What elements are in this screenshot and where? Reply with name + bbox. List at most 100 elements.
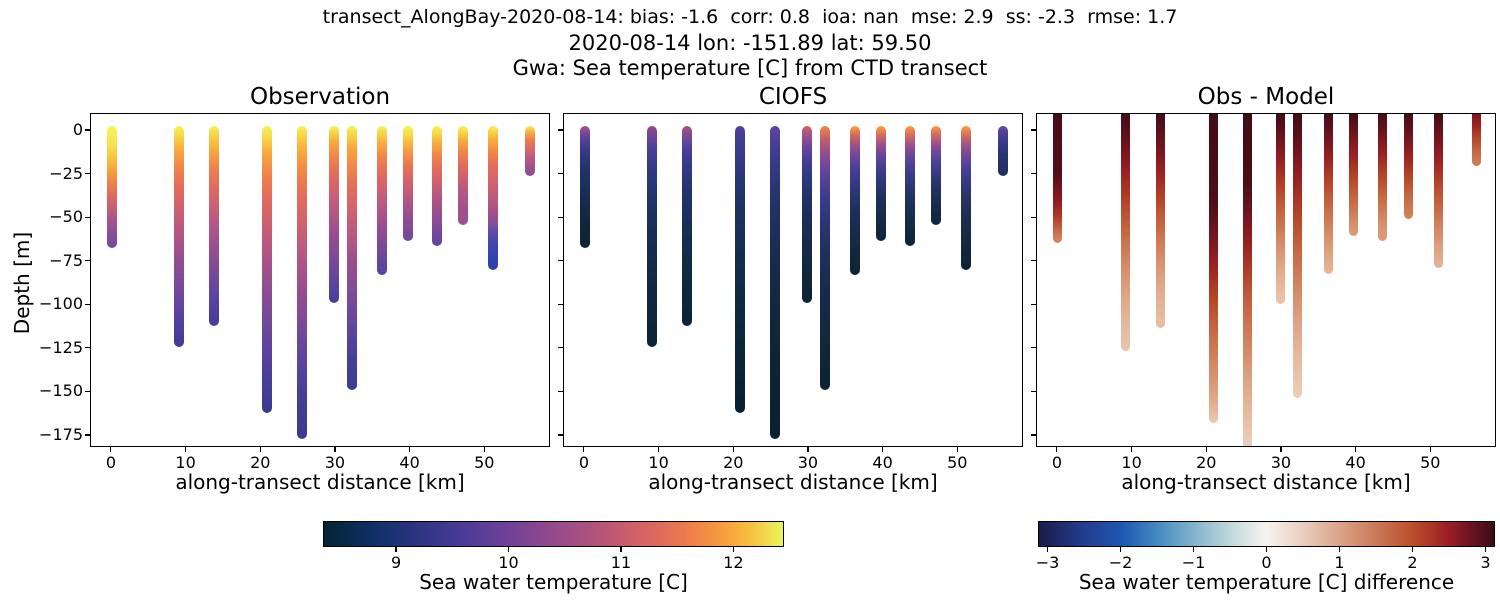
x-tick-ciofs (956, 447, 958, 452)
x-tick-label-ciofs: 40 (872, 453, 893, 472)
x-tick-label-ciofs: 20 (723, 453, 744, 472)
profile-bar-obs-47km (457, 125, 468, 225)
profile-bar-diff-9km (1120, 114, 1130, 351)
x-tick-obs-model (1280, 447, 1282, 452)
y-tick-ciofs (558, 303, 563, 305)
y-tick-ciofs (558, 390, 563, 392)
colorbar-tick-label-temperature-difference: −3 (1035, 553, 1060, 572)
profile-bar-obs-20.8km (262, 125, 273, 414)
axes-observation (90, 113, 550, 447)
x-tick-observation (184, 447, 187, 452)
profile-bar-model-36.2km (850, 125, 861, 276)
profile-bar-diff-47km (1404, 114, 1414, 219)
y-tick-ciofs (558, 129, 563, 131)
x-tick-label-ciofs: 10 (648, 453, 669, 472)
colorbar-label-temperature-difference: Sea water temperature [C] difference (1078, 570, 1455, 594)
y-tick-label: −75 (49, 250, 83, 270)
x-tick-label-obs-model: 20 (1196, 453, 1217, 472)
profile-bar-diff-56km (1471, 114, 1481, 166)
profile-bar-obs-51km (487, 125, 498, 271)
colorbar-tick-temperature-difference (1192, 547, 1195, 552)
x-tick-label-observation: 50 (474, 453, 495, 472)
colorbar-tick-temperature-difference (1265, 547, 1268, 552)
x-tick-label-obs-model: 50 (1420, 453, 1441, 472)
x-tick-obs-model (1429, 447, 1431, 452)
profile-bar-diff-43.5km (1378, 114, 1388, 242)
profile-bar-diff-51km (1434, 114, 1444, 268)
profile-bar-diff-25.4km (1243, 114, 1253, 446)
profile-bar-obs-13.7km (209, 125, 220, 326)
profile-bar-obs-29.8km (329, 125, 340, 304)
y-tick-observation (85, 260, 90, 262)
colorbar-tick-label-temperature-difference: −2 (1108, 553, 1133, 572)
colorbar-tick-temperature (732, 547, 734, 552)
x-axis-label-observation: along-transect distance [km] (175, 470, 465, 494)
colorbar-tick-label-temperature-difference: 1 (1334, 553, 1345, 572)
colorbar-tick-label-temperature: 9 (390, 553, 402, 572)
profile-bar-diff-0km (1053, 114, 1063, 244)
profile-bar-model-13.7km (682, 125, 693, 326)
profile-bar-model-56km (998, 125, 1009, 177)
y-tick-ciofs (558, 434, 563, 436)
y-tick-observation (85, 216, 90, 218)
colorbar-tick-temperature (507, 547, 510, 552)
x-tick-observation (334, 447, 336, 452)
x-tick-obs-model (1056, 447, 1058, 452)
profile-bar-model-0km (579, 125, 590, 248)
profile-bar-diff-39.6km (1349, 114, 1359, 236)
colorbar-tick-temperature (620, 547, 622, 552)
colorbar-temperature-difference (1038, 521, 1495, 547)
y-tick-label: −50 (49, 207, 83, 227)
colorbar-tick-label-temperature: 10 (498, 553, 519, 572)
y-tick-ciofs (558, 172, 563, 175)
profile-bar-model-20.8km (735, 125, 746, 414)
y-tick-obs-model (1031, 129, 1036, 131)
profile-bar-model-47km (930, 125, 941, 225)
x-tick-label-obs-model: 10 (1121, 453, 1142, 472)
x-tick-obs-model (1355, 447, 1357, 452)
x-tick-ciofs (657, 447, 660, 452)
colorbar-tick-label-temperature-difference: 0 (1261, 553, 1272, 572)
x-tick-obs-model (1205, 447, 1207, 452)
x-tick-label-observation: 30 (324, 453, 346, 472)
colorbar-tick-temperature-difference (1046, 547, 1049, 552)
profile-bar-model-39.6km (875, 125, 886, 241)
y-tick-label: −25 (49, 163, 83, 183)
profile-bar-obs-32.1km (346, 125, 357, 391)
y-tick-observation (85, 390, 90, 392)
axes-ciofs (563, 113, 1023, 447)
x-tick-ciofs (807, 447, 809, 452)
y-tick-observation (85, 303, 90, 305)
y-tick-observation (85, 172, 90, 175)
profile-bar-diff-36.2km (1323, 114, 1333, 274)
figure-title-variable: Gwa: Sea temperature [C] from CTD transe… (512, 56, 988, 80)
profile-bar-diff-20.8km (1208, 114, 1218, 423)
y-tick-ciofs (558, 216, 563, 218)
x-tick-label-ciofs: 30 (797, 453, 819, 472)
x-tick-ciofs (583, 447, 585, 452)
colorbar-tick-temperature-difference (1411, 547, 1414, 552)
x-tick-label-obs-model: 30 (1270, 453, 1292, 472)
y-tick-observation (85, 434, 90, 436)
x-tick-observation (110, 447, 112, 452)
x-tick-label-obs-model: 0 (1051, 453, 1062, 472)
colorbar-tick-temperature-difference (1119, 547, 1122, 552)
colorbar-tick-temperature-difference (1338, 547, 1341, 552)
colorbar-temperature (323, 521, 784, 547)
axes-obs-model (1036, 113, 1496, 447)
y-tick-obs-model (1031, 216, 1036, 218)
x-tick-observation (409, 447, 411, 452)
x-tick-ciofs (732, 447, 734, 452)
profile-bar-model-43.5km (904, 125, 915, 246)
x-axis-label-obs-model: along-transect distance [km] (1121, 470, 1411, 494)
colorbar-tick-label-temperature: 12 (723, 553, 744, 572)
y-tick-obs-model (1031, 390, 1036, 392)
colorbar-tick-temperature (395, 547, 397, 552)
profile-bar-obs-39.6km (402, 125, 413, 241)
y-tick-ciofs (558, 347, 563, 349)
profile-bar-obs-0km (106, 125, 117, 248)
y-tick-obs-model (1031, 172, 1036, 175)
profile-bar-obs-56km (525, 125, 536, 177)
